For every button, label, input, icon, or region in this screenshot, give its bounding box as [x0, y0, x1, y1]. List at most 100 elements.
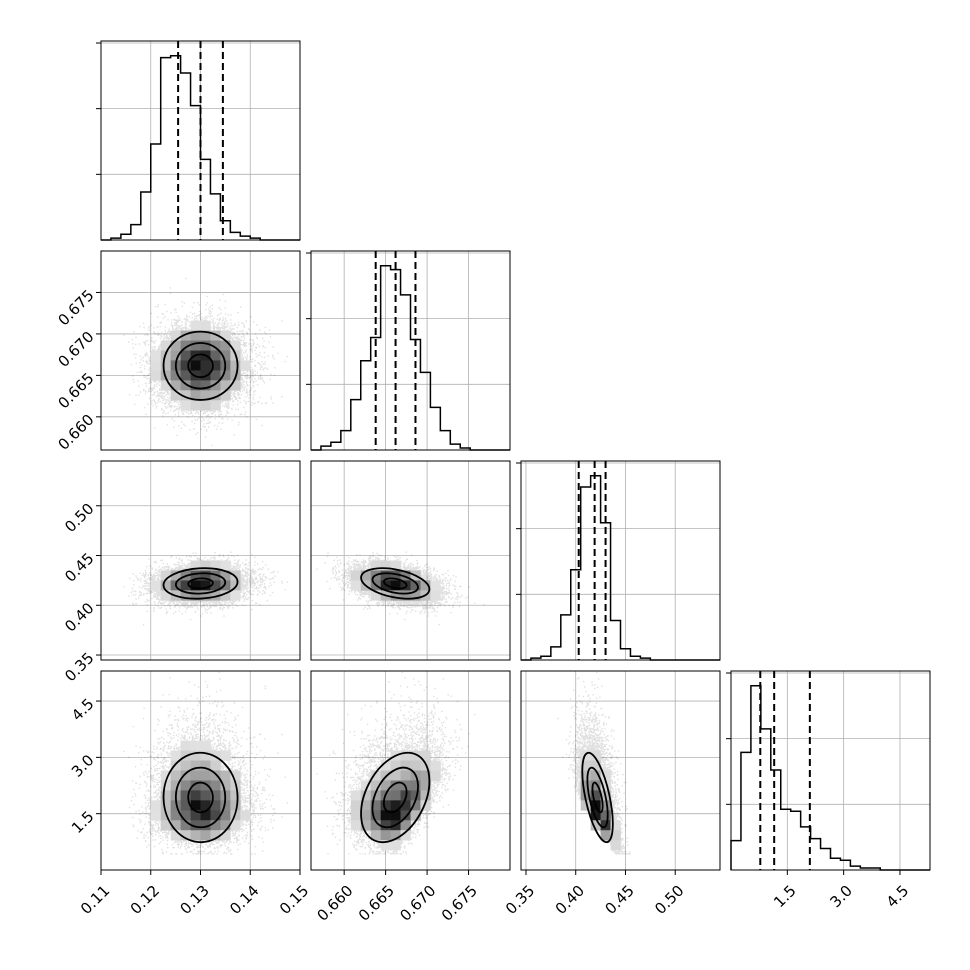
density-cell	[210, 760, 221, 771]
grid	[311, 251, 510, 450]
density-cell	[190, 400, 201, 411]
density-cell	[430, 590, 441, 601]
density-cell	[410, 760, 421, 771]
density-cell	[190, 390, 201, 401]
density-cell	[180, 340, 191, 351]
density-cell	[230, 770, 241, 781]
panel-frame	[310, 670, 511, 871]
contour-line	[162, 751, 239, 844]
density-cell	[370, 770, 381, 781]
density-cell	[190, 360, 201, 371]
density-cell	[160, 360, 171, 371]
density-cell	[600, 830, 611, 841]
density-cell	[200, 810, 211, 821]
density-cell	[360, 790, 371, 801]
density-cell	[180, 580, 191, 591]
panel-frame	[100, 250, 301, 451]
density-cell	[220, 340, 231, 351]
density-cell	[200, 820, 211, 831]
x-tick-label: 0.50	[651, 882, 687, 918]
density-cell	[220, 810, 231, 821]
density-cell	[410, 750, 421, 761]
density-cell	[150, 810, 161, 821]
density-cell	[610, 840, 621, 851]
density-cell	[160, 380, 171, 391]
hist-panel-0	[96, 40, 301, 241]
density-cell	[240, 810, 251, 821]
density-cell	[180, 390, 191, 401]
density-cell	[220, 370, 231, 381]
density-cell	[350, 570, 362, 581]
x-tick-label: 4.5	[883, 882, 913, 912]
density-cell	[350, 580, 362, 591]
density-cell	[160, 790, 171, 801]
contour-line	[187, 577, 214, 590]
density-cell	[210, 560, 221, 571]
density-cell	[390, 840, 401, 851]
contour-line	[382, 781, 408, 814]
x-tick-label: 0.12	[127, 882, 163, 918]
density-cell	[600, 810, 611, 821]
density-cell	[580, 770, 591, 781]
density-cell	[210, 330, 221, 341]
density-cell	[180, 370, 191, 381]
density-cell	[200, 740, 211, 751]
density-cell	[200, 590, 211, 601]
density-cell	[350, 790, 362, 801]
density-cell	[190, 330, 201, 341]
density-cell	[210, 350, 221, 361]
density-cell	[210, 390, 221, 401]
density-cell	[390, 590, 401, 601]
density-cell	[220, 580, 231, 591]
histogram-0	[101, 54, 300, 241]
density-cell	[410, 580, 421, 591]
scatter-panel-3-2: 0.35 0.40 0.45 0.50	[502, 670, 721, 918]
density-cell	[420, 770, 431, 781]
density-cell	[190, 320, 201, 331]
density-cell	[200, 380, 211, 391]
density-cell	[390, 760, 401, 771]
panel-frame	[520, 460, 721, 661]
panel-frame	[100, 460, 301, 661]
density-cell	[580, 780, 591, 791]
density-cell	[380, 560, 391, 571]
density-cell	[390, 790, 401, 801]
density-cell	[400, 760, 411, 771]
density-cell	[230, 360, 241, 371]
density-cell	[400, 580, 411, 591]
density-cell	[180, 770, 191, 781]
density-cell	[190, 780, 201, 791]
density-cell	[220, 330, 231, 341]
density-cell	[420, 580, 431, 591]
density-cell	[410, 810, 421, 821]
x-tick-label: 0.11	[77, 882, 113, 918]
density-cell	[210, 380, 221, 391]
density-cell	[160, 800, 171, 811]
density-cell	[390, 810, 401, 821]
density-cell	[210, 590, 221, 601]
density-cell	[200, 400, 211, 411]
density-cell	[380, 820, 391, 831]
contour-line	[581, 751, 614, 844]
density-cell	[380, 830, 391, 841]
density-cell	[190, 820, 201, 831]
x-tick-label: 1.5	[770, 882, 800, 912]
density-cell	[220, 750, 231, 761]
contour-line	[586, 766, 609, 829]
density-cell	[380, 840, 391, 851]
density-cell	[190, 790, 201, 801]
density-cell	[200, 790, 211, 801]
density-cell	[180, 800, 191, 811]
density-cell	[200, 320, 211, 331]
density-cell	[170, 760, 181, 771]
density-cell	[590, 820, 601, 831]
density-cell	[160, 570, 171, 581]
density-cell	[150, 360, 161, 371]
density-cell	[240, 360, 251, 371]
density-cell	[390, 560, 401, 571]
x-tick-label: 0.675	[438, 882, 481, 925]
density-cell	[200, 570, 211, 581]
grid	[521, 461, 720, 660]
density-cell	[200, 830, 211, 841]
